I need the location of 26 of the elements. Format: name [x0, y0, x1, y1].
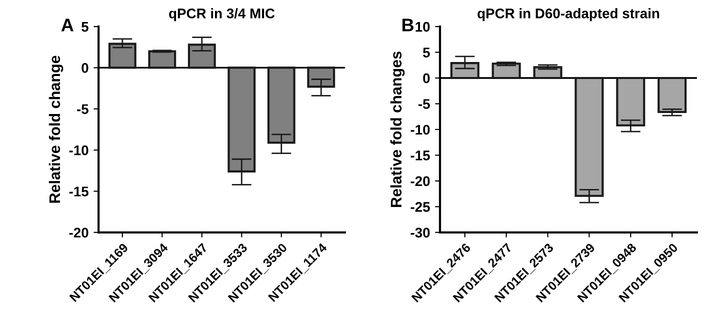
y-tick-label: 0 [82, 63, 88, 73]
y-tick-label: -15 [69, 186, 88, 196]
bar [492, 62, 521, 80]
y-tick-label: -30 [410, 228, 430, 238]
bar [148, 50, 176, 69]
y-tick-label: -20 [69, 228, 88, 238]
y-axis-title: Relative fold change [48, 56, 64, 203]
text: A [61, 18, 74, 32]
y-tick-label: 0 [423, 73, 430, 84]
bar [108, 42, 136, 69]
y-tick-label: 5 [82, 22, 88, 32]
y-axis-title: Relative fold changes [390, 52, 405, 207]
chart-title: qPCR in 3/4 MIC [169, 8, 275, 22]
y-tick-label: -10 [410, 124, 430, 135]
text: B [402, 18, 414, 32]
y-tick-label: -5 [418, 99, 430, 109]
y-tick-label: -15 [410, 150, 430, 160]
y-tick-label: -10 [69, 145, 88, 156]
chart-title: qPCR in D60-adapted strain [478, 8, 660, 22]
y-tick-label: 10 [416, 22, 430, 32]
bar [533, 66, 562, 80]
y-tick-label: 5 [422, 48, 430, 58]
bar [658, 76, 687, 114]
y-tick-label: -20 [410, 176, 430, 186]
y-tick-label: -5 [77, 104, 88, 114]
y-tick-label: -25 [410, 202, 430, 212]
